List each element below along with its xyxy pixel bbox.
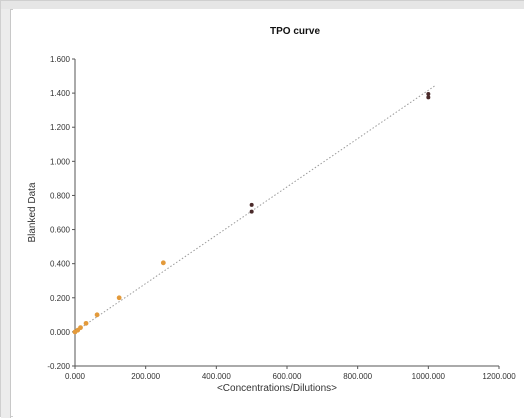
y-tick-label: 0.400 [50, 260, 71, 269]
data-point [249, 202, 254, 207]
tick-labels: -0.2000.0000.2000.4000.6000.8001.0001.20… [47, 55, 516, 381]
data-point [249, 209, 254, 214]
plot-panel: -0.200 0.000 0.200 0.400 0.600 0.800 1.000 1.20… [13, 9, 524, 418]
data-point [83, 320, 89, 326]
data-point [78, 325, 83, 331]
y-tick-label: 1.200 [50, 123, 71, 132]
data-point [160, 260, 166, 266]
fit-line-group [74, 85, 436, 333]
y-tick-label: 0.200 [50, 294, 71, 303]
y-tick-label: -0.200 [47, 362, 70, 371]
fit-line [74, 85, 436, 333]
data-point [426, 95, 431, 100]
tpo-curve-chart: -0.2000.0000.2000.4000.6000.8001.0001.20… [27, 26, 516, 394]
y-tick-label: 0.800 [50, 191, 71, 200]
chart-title: TPO curve [270, 26, 320, 37]
x-tick-label: 600.000 [273, 372, 302, 381]
y-tick-label: 0.600 [50, 226, 71, 235]
window-left-strip [1, 9, 11, 418]
data-point [94, 312, 100, 318]
y-axis-label: Blanked Data [27, 182, 38, 242]
y-tick-label: 1.400 [50, 89, 71, 98]
data-point [426, 91, 431, 96]
y-tick-label: 0.000 [50, 328, 71, 337]
axes [72, 58, 500, 369]
x-tick-label: 800.000 [343, 372, 372, 381]
x-tick-label: 1000.000 [412, 372, 446, 381]
y-tick-label: 1.000 [50, 157, 71, 166]
data-point [116, 295, 122, 301]
x-tick-label: 200.000 [131, 372, 160, 381]
x-axis-label: <Concentrations/Dilutions> [217, 383, 337, 394]
x-tick-label: 400.000 [202, 372, 231, 381]
x-tick-label: 1200.000 [482, 372, 516, 381]
y-tick-label: 1.600 [50, 55, 71, 64]
data-points [72, 91, 431, 335]
x-tick-label: 0.000 [65, 372, 86, 381]
